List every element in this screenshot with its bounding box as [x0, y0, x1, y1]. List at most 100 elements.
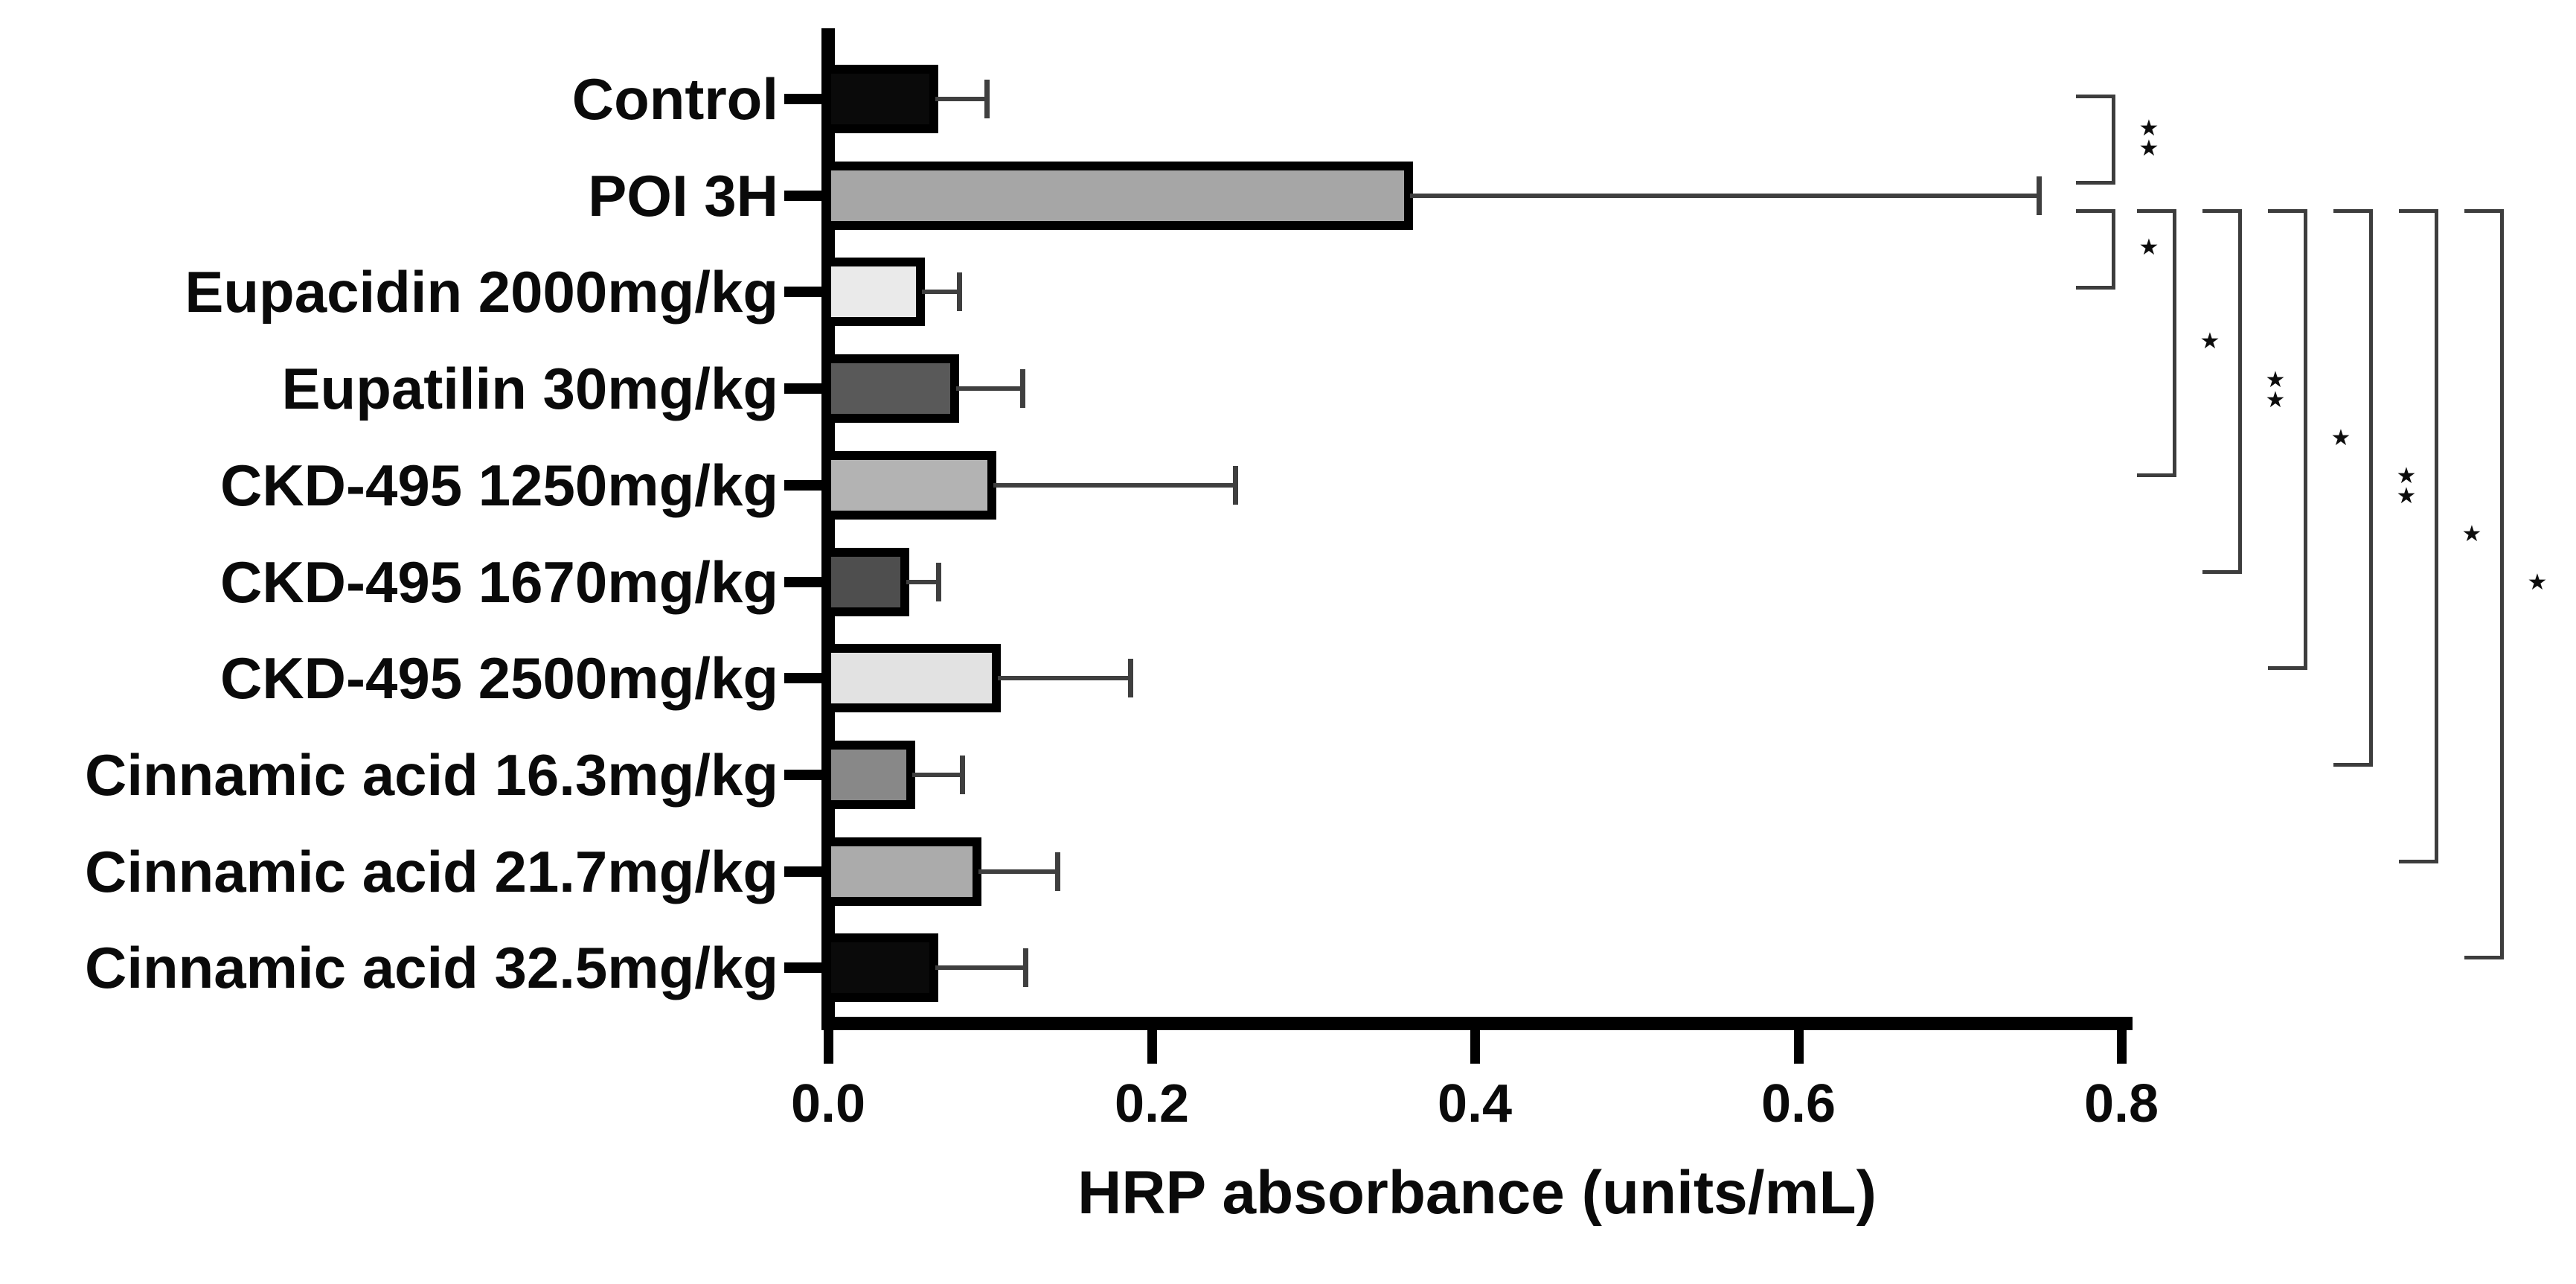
bar-fill [831, 266, 916, 317]
category-tick [784, 383, 821, 394]
star-icon: ★ [2138, 115, 2159, 141]
significance-bracket-vertical [2112, 209, 2115, 290]
error-bar-line [912, 773, 962, 777]
error-bar-line [956, 386, 1022, 391]
significance-bracket-bottom-arm [2399, 860, 2435, 863]
category-tick [784, 577, 821, 587]
significance-bracket-vertical [2304, 209, 2307, 670]
significance-stars: ★ [2125, 234, 2173, 261]
error-bar-line [998, 676, 1130, 680]
significance-bracket-bottom-arm [2268, 666, 2304, 670]
error-bar-cap [957, 272, 962, 311]
bar-fill [831, 846, 973, 897]
significance-bracket-vertical [2112, 95, 2115, 185]
category-label: Control [571, 66, 778, 132]
star-icon: ★ [2199, 328, 2220, 354]
bar-fill [831, 170, 1404, 221]
bar-fill [831, 363, 950, 414]
significance-stars: ★ ★ [2383, 463, 2430, 509]
star-icon: ★ [2527, 569, 2548, 595]
category-tick [784, 673, 821, 683]
category-tick [784, 480, 821, 491]
bar-fill [831, 653, 992, 703]
category-label: Eupatilin 30mg/kg [281, 356, 778, 421]
star-icon: ★ [2461, 521, 2482, 547]
x-tick-label: 0.8 [2083, 1074, 2159, 1134]
star-icon: ★ [2330, 425, 2351, 451]
significance-stars: ★ [2317, 425, 2365, 451]
category-tick [784, 191, 821, 201]
error-bar-cap [2037, 176, 2042, 215]
significance-stars: ★ ★ [2125, 115, 2173, 162]
error-bar-cap [936, 563, 941, 601]
significance-bracket-top-arm [2268, 209, 2304, 213]
category-label: POI 3H [588, 163, 778, 229]
significance-stars: ★ [2513, 569, 2561, 595]
error-bar-line [922, 290, 959, 294]
bar-fill [831, 750, 906, 800]
star-icon: ★ [2396, 483, 2417, 509]
significance-bracket-vertical [2238, 209, 2242, 574]
category-label: Eupacidin 2000mg/kg [185, 259, 778, 325]
significance-bracket-vertical [2173, 209, 2176, 477]
category-tick [784, 770, 821, 780]
significance-bracket-bottom-arm [2202, 570, 2238, 574]
category-label: Cinnamic acid 32.5mg/kg [84, 935, 778, 1000]
error-bar-line [978, 869, 1057, 874]
category-label: CKD-495 1250mg/kg [220, 453, 778, 518]
significance-bracket-bottom-arm [2464, 956, 2500, 959]
x-axis-title: HRP absorbance (units/mL) [1077, 1159, 1877, 1227]
significance-bracket-bottom-arm [2333, 763, 2369, 767]
category-tick [784, 962, 821, 973]
category-label: Cinnamic acid 16.3mg/kg [84, 742, 778, 808]
x-axis-tick [2117, 1030, 2127, 1064]
significance-bracket-vertical [2435, 209, 2438, 863]
x-axis-tick [1147, 1030, 1157, 1064]
error-bar-cap [984, 80, 990, 118]
error-bar-line [935, 965, 1025, 970]
star-icon: ★ [2138, 135, 2159, 162]
error-bar-cap [1233, 466, 1238, 505]
significance-bracket-top-arm [2202, 209, 2238, 213]
bar-fill [831, 74, 929, 124]
error-bar-cap [1128, 659, 1133, 697]
category-tick [784, 287, 821, 297]
significance-bracket-bottom-arm [2076, 286, 2112, 290]
category-tick [784, 866, 821, 877]
category-label: CKD-495 1670mg/kg [220, 549, 778, 615]
significance-bracket-top-arm [2464, 209, 2500, 213]
significance-bracket-vertical [2500, 209, 2504, 959]
bar-fill [831, 557, 900, 607]
significance-bracket-top-arm [2137, 209, 2173, 213]
x-tick-label: 0.6 [1760, 1074, 1836, 1134]
significance-bracket-top-arm [2333, 209, 2369, 213]
significance-stars: ★ ★ [2252, 367, 2299, 413]
error-bar-cap [1020, 369, 1025, 408]
star-icon: ★ [2265, 387, 2286, 413]
significance-bracket-bottom-arm [2137, 473, 2173, 477]
significance-bracket-top-arm [2399, 209, 2435, 213]
x-axis-tick [824, 1030, 833, 1064]
x-axis-tick [1794, 1030, 1804, 1064]
star-icon: ★ [2265, 367, 2286, 393]
x-tick-label: 0.0 [790, 1074, 866, 1134]
error-bar-cap [1055, 852, 1060, 891]
significance-bracket-top-arm [2076, 209, 2112, 213]
category-label: CKD-495 2500mg/kg [220, 645, 778, 711]
x-tick-label: 0.4 [1437, 1074, 1513, 1134]
error-bar-cap [1023, 948, 1028, 987]
star-icon: ★ [2396, 463, 2417, 489]
x-tick-label: 0.2 [1114, 1074, 1190, 1134]
significance-bracket-top-arm [2076, 95, 2112, 98]
error-bar-cap [960, 756, 965, 794]
category-tick [784, 94, 821, 104]
x-axis-tick [1470, 1030, 1480, 1064]
error-bar-line [1410, 194, 2039, 198]
significance-bracket-vertical [2369, 209, 2373, 767]
bar-fill [831, 942, 929, 993]
error-bar-line [935, 97, 987, 101]
star-icon: ★ [2138, 234, 2159, 261]
error-bar-line [993, 483, 1236, 488]
significance-stars: ★ [2186, 328, 2234, 354]
